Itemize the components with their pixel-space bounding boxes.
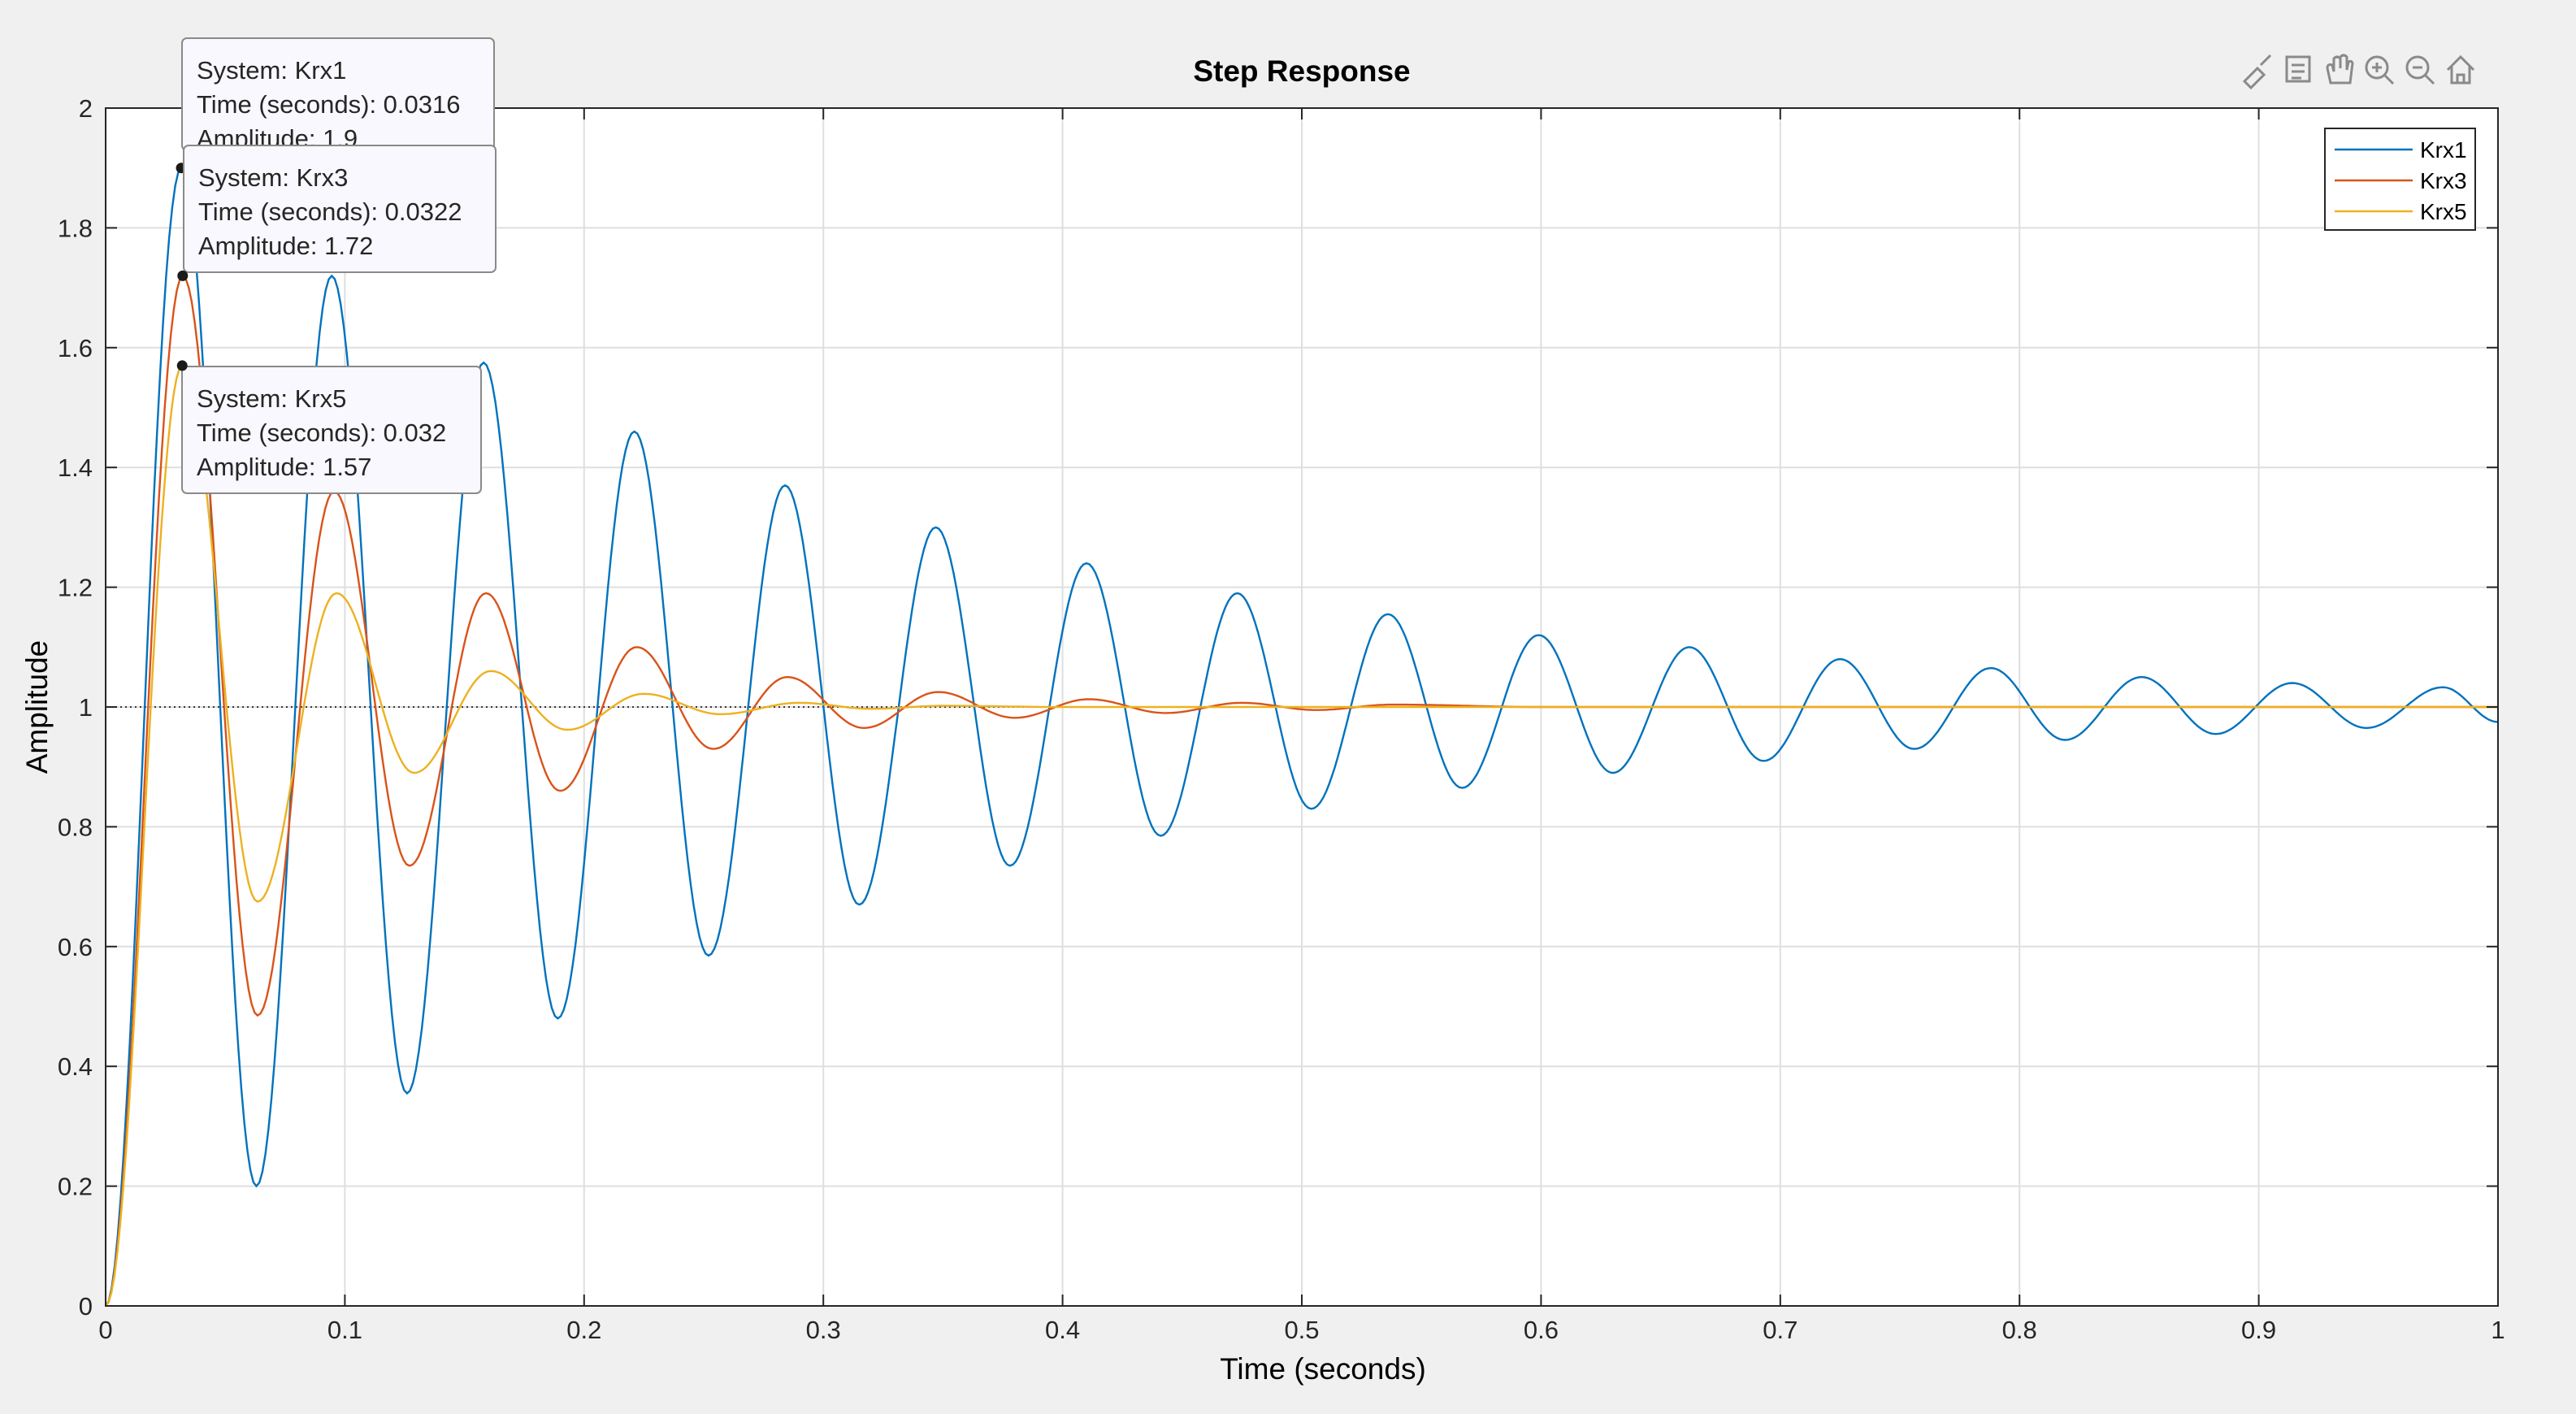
legend-label: Krx5 xyxy=(2420,199,2467,224)
y-tick-label: 0.6 xyxy=(58,933,93,961)
datatip-line: System: Krx5 xyxy=(197,384,346,413)
x-tick-label: 0 xyxy=(98,1316,112,1344)
brush-glyph xyxy=(2242,54,2272,90)
x-tick-label: 0.7 xyxy=(1763,1316,1798,1344)
datatip-lines xyxy=(2292,63,2305,80)
pan-icon[interactable]: Pan xyxy=(2326,54,2354,85)
datatips: System: Krx1 Time (seconds): 0.0316 Amplit… xyxy=(176,37,497,494)
y-tick-label: 0.8 xyxy=(58,813,93,841)
magnifier-handle xyxy=(2383,74,2395,85)
series-line-krx5 xyxy=(105,364,2498,1307)
y-tick-label: 1 xyxy=(79,693,93,722)
y-tick-label: 1.8 xyxy=(58,214,93,242)
x-tick-label: 0.5 xyxy=(1284,1316,1319,1344)
datatip-line: System: Krx1 xyxy=(197,56,346,85)
x-tick-label: 0.4 xyxy=(1045,1316,1080,1344)
datatip-line: Time (seconds): 0.0322 xyxy=(198,197,462,226)
axes-toolbar: Brush Data Tips Pan Zoom In Zoom Out Restore … xyxy=(2242,54,2475,90)
y-tick-label: 0.4 xyxy=(58,1052,93,1081)
datatip-line: Amplitude: 1.57 xyxy=(197,453,371,481)
datatip-marker xyxy=(176,360,188,371)
brush-icon[interactable]: Brush xyxy=(2242,54,2272,90)
series-lines xyxy=(105,166,2499,1307)
datatip-box xyxy=(2285,55,2311,83)
legend-box xyxy=(2324,128,2476,231)
y-tick-label: 0 xyxy=(79,1292,93,1321)
zoom-in-icon[interactable]: Zoom In xyxy=(2365,55,2395,85)
magnifier-lens xyxy=(2405,55,2430,80)
x-tick-label: 0.6 xyxy=(1524,1316,1559,1344)
y-tick-label: 1.2 xyxy=(58,574,93,602)
x-tick-label: 1 xyxy=(2491,1316,2504,1344)
y-tick-label: 2 xyxy=(79,94,93,123)
hand-glyph xyxy=(2326,54,2354,85)
magnifier-lens xyxy=(2365,55,2389,80)
datatip-line: Time (seconds): 0.0316 xyxy=(197,90,461,119)
magnifier-handle xyxy=(2424,74,2435,85)
datatip-box xyxy=(181,366,482,494)
datatip-box xyxy=(183,145,497,273)
x-tick-label: 0.3 xyxy=(806,1316,841,1344)
x-tick-label: 0.1 xyxy=(327,1316,362,1344)
legend-label: Krx3 xyxy=(2420,168,2467,193)
legend[interactable]: Krx1 Krx3 Krx5 xyxy=(2324,128,2476,231)
datatip-line: Amplitude: 1.72 xyxy=(198,232,373,260)
datatip-line: System: Krx3 xyxy=(198,163,348,192)
x-tick-label: 0.9 xyxy=(2241,1316,2276,1344)
datatip-line: Time (seconds): 0.032 xyxy=(197,419,446,447)
home-icon[interactable]: Restore View xyxy=(2446,54,2475,85)
legend-label: Krx1 xyxy=(2420,137,2467,163)
datatip-marker xyxy=(177,270,189,281)
x-tick-label: 0.2 xyxy=(566,1316,601,1344)
y-axis-label: Amplitude xyxy=(20,640,54,774)
y-tick-label: 1.4 xyxy=(58,453,93,482)
x-axis-label: Time (seconds) xyxy=(1220,1352,1426,1386)
y-tick-label: 1.6 xyxy=(58,334,93,362)
house-glyph xyxy=(2446,54,2475,85)
x-tick-label: 0.8 xyxy=(2002,1316,2037,1344)
zoom-out-icon[interactable]: Zoom Out xyxy=(2405,55,2435,85)
datatip-krx3[interactable]: System: Krx3 Time (seconds): 0.0322 Amplit… xyxy=(177,145,497,281)
y-tick-label: 0.2 xyxy=(58,1173,93,1201)
series-line-krx1 xyxy=(105,166,2499,1307)
datatip-icon[interactable]: Data Tips xyxy=(2285,55,2311,83)
axis-ticks: 0 0.1 0.2 0.3 0.4 0.5 0.6 0.7 0.8 0.9 1 0 0.2 0.4 0.6 0… xyxy=(58,94,2505,1344)
datatip-krx5[interactable]: System: Krx5 Time (seconds): 0.032 Amplitu… xyxy=(176,360,482,494)
chart-title: Step Response xyxy=(1193,54,1410,88)
